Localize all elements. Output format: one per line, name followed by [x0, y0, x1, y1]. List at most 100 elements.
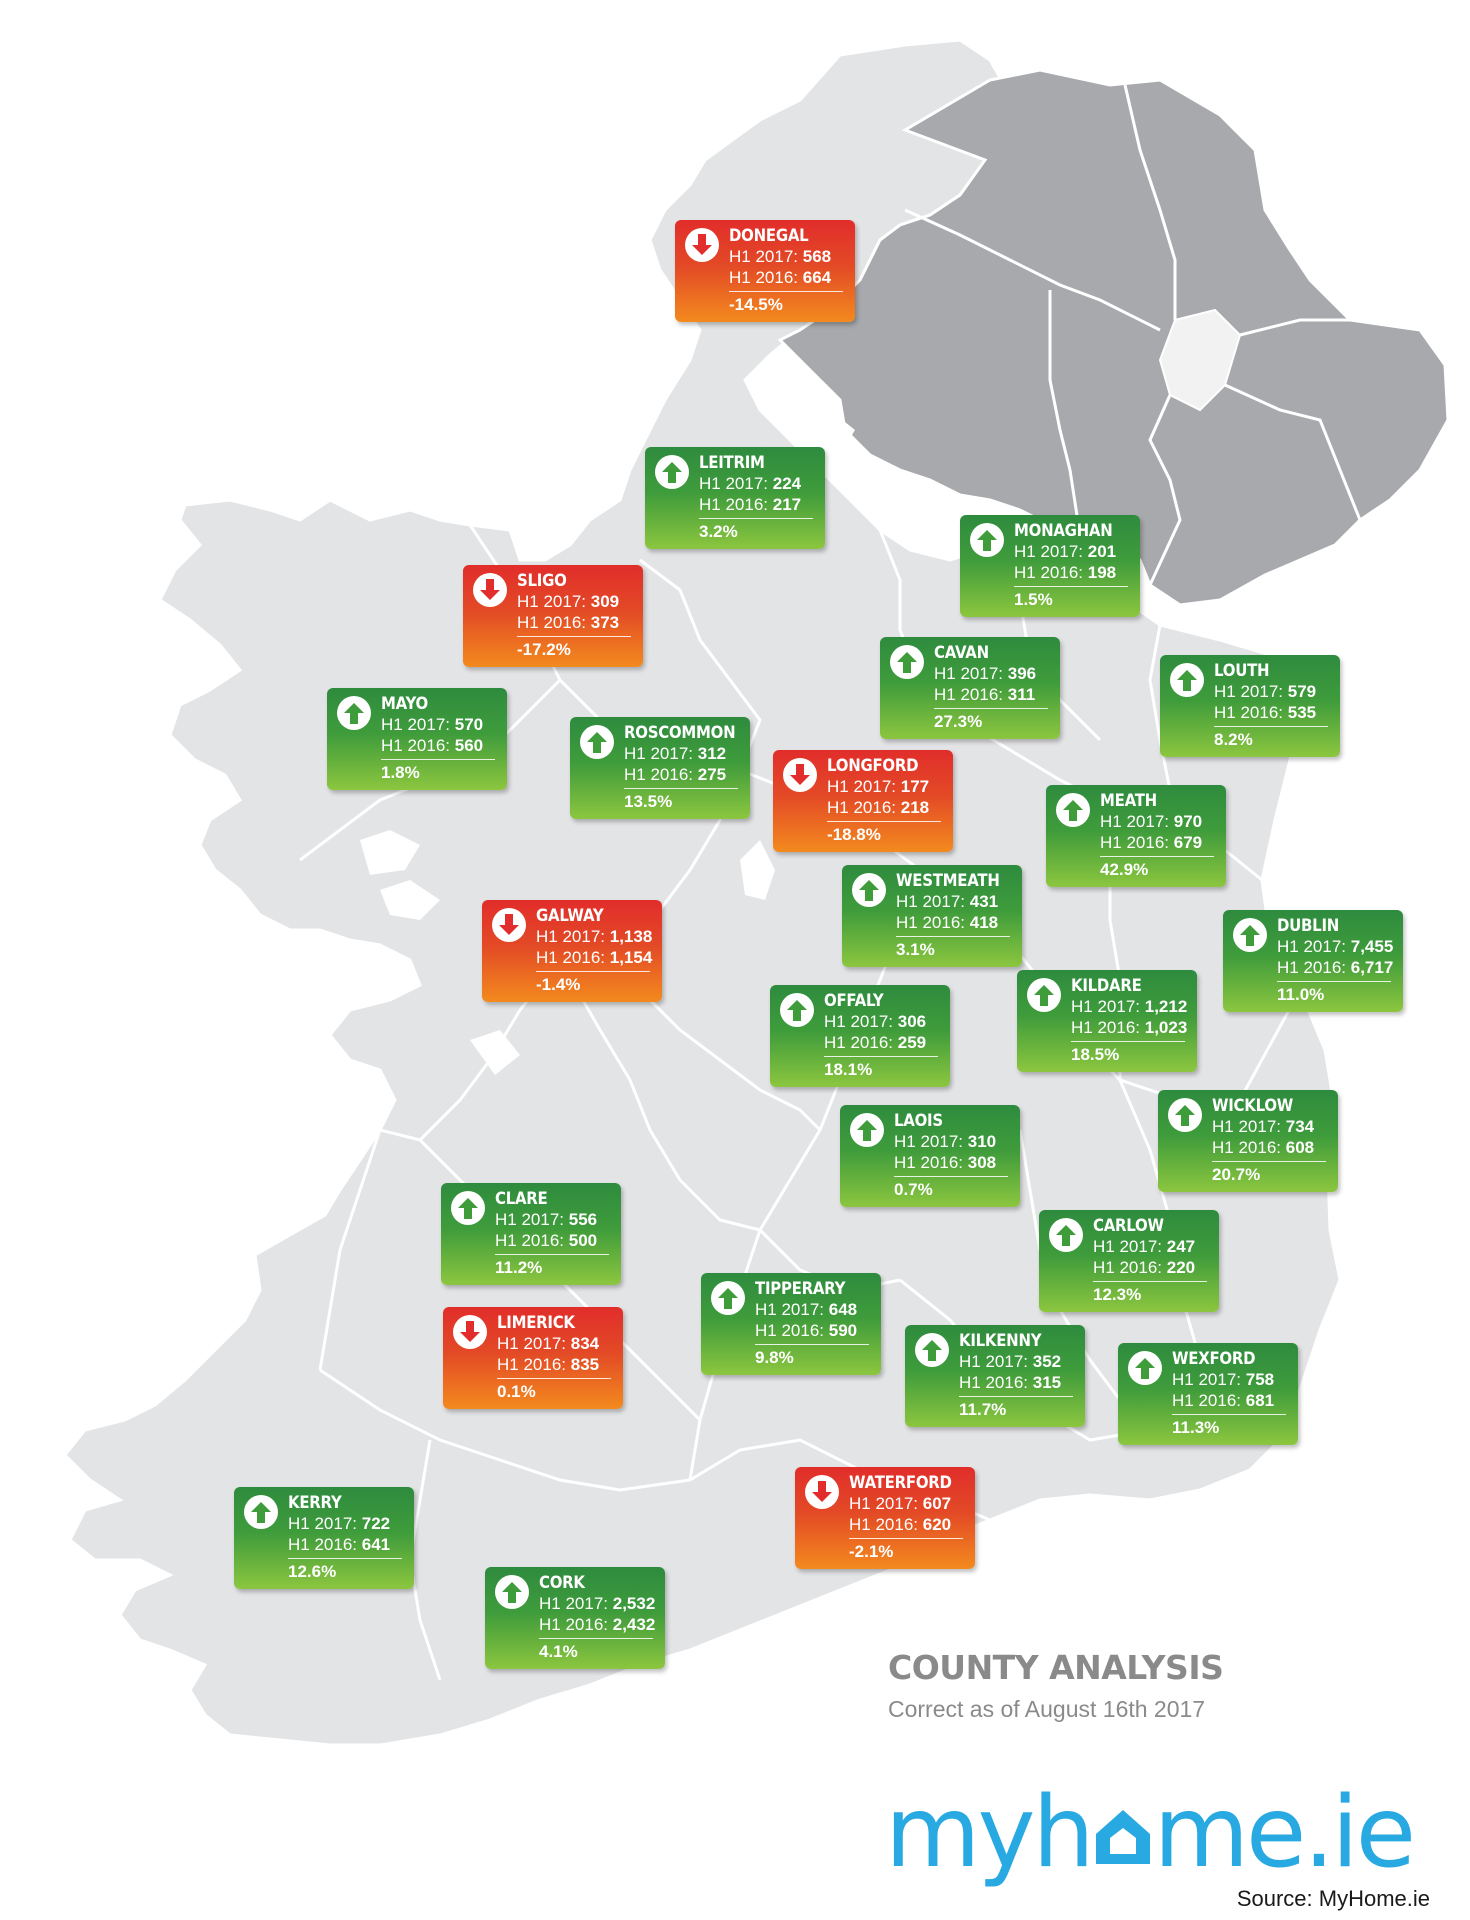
change-percent: 12.3%	[1093, 1285, 1142, 1304]
county-name: MAYO	[381, 694, 428, 714]
change-percent: 18.5%	[1071, 1045, 1120, 1064]
h1-2017-row: H1 2017: 312	[624, 743, 742, 764]
h1-2016-row: H1 2016: 535	[1214, 702, 1332, 723]
h1-2016-value: 535	[1287, 703, 1317, 722]
brand-logo-part2: me.ie	[1153, 1776, 1416, 1890]
h1-2017-label: H1 2017:	[699, 474, 768, 493]
change-percent: 8.2%	[1214, 730, 1253, 749]
h1-2016-row: H1 2016: 835	[497, 1354, 615, 1375]
h1-2017-label: H1 2017:	[824, 1012, 893, 1031]
h1-2016-row: H1 2016: 590	[755, 1320, 873, 1341]
h1-2017-label: H1 2017:	[495, 1210, 564, 1229]
change-percent: 1.5%	[1014, 590, 1053, 609]
county-card-waterford: WATERFORD H1 2017: 607 H1 2016: 620 -2.1…	[795, 1467, 975, 1569]
h1-2017-value: 722	[361, 1514, 391, 1533]
h1-2017-value: 306	[897, 1012, 927, 1031]
h1-2017-row: H1 2017: 310	[894, 1131, 1012, 1152]
h1-2016-row: H1 2016: 1,154	[536, 947, 654, 968]
republic-of-ireland-land	[62, 38, 1342, 1747]
divider	[959, 1396, 1073, 1397]
arrow-down-icon	[805, 1475, 839, 1509]
h1-2017-label: H1 2017:	[755, 1300, 824, 1319]
divider	[896, 936, 1010, 937]
divider	[827, 821, 941, 822]
county-card-westmeath: WESTMEATH H1 2017: 431 H1 2016: 418 3.1%	[842, 865, 1022, 967]
brand-logo: myh me.ie	[885, 1778, 1437, 1888]
h1-2016-value: 620	[922, 1515, 952, 1534]
h1-2016-label: H1 2016:	[381, 736, 450, 755]
divider	[729, 291, 843, 292]
divider	[1093, 1281, 1207, 1282]
h1-2016-row: H1 2016: 641	[288, 1534, 406, 1555]
h1-2017-value: 570	[454, 715, 484, 734]
h1-2016-label: H1 2016:	[1014, 563, 1083, 582]
county-name: KILKENNY	[959, 1331, 1042, 1351]
county-card-clare: CLARE H1 2017: 556 H1 2016: 500 11.2%	[441, 1183, 621, 1285]
h1-2017-value: 834	[570, 1334, 600, 1353]
arrow-up-icon	[337, 696, 371, 730]
h1-2017-label: H1 2017:	[959, 1352, 1028, 1371]
northern-ireland-land	[777, 68, 1450, 607]
county-name: CARLOW	[1093, 1216, 1164, 1236]
h1-2016-value: 2,432	[612, 1615, 656, 1634]
county-name: TIPPERARY	[755, 1279, 846, 1299]
h1-2017-value: 431	[969, 892, 999, 911]
divider	[1014, 586, 1128, 587]
arrow-up-icon	[580, 725, 614, 759]
divider	[1071, 1041, 1185, 1042]
change-percent: 3.2%	[699, 522, 738, 541]
h1-2016-value: 311	[1007, 685, 1036, 704]
h1-2016-value: 500	[568, 1231, 598, 1250]
h1-2017-row: H1 2017: 758	[1172, 1369, 1290, 1390]
h1-2016-label: H1 2016:	[729, 268, 798, 287]
h1-2017-row: H1 2017: 306	[824, 1011, 942, 1032]
h1-2016-row: H1 2016: 218	[827, 797, 945, 818]
h1-2016-row: H1 2016: 500	[495, 1230, 613, 1251]
h1-2016-row: H1 2016: 664	[729, 267, 847, 288]
h1-2016-row: H1 2016: 275	[624, 764, 742, 785]
h1-2017-value: 224	[772, 474, 802, 493]
h1-2017-value: 758	[1245, 1370, 1275, 1389]
h1-2016-row: H1 2016: 2,432	[539, 1614, 657, 1635]
county-name: CLARE	[495, 1189, 548, 1209]
h1-2017-label: H1 2017:	[827, 777, 896, 796]
h1-2016-row: H1 2016: 681	[1172, 1390, 1290, 1411]
county-name: WESTMEATH	[896, 871, 1000, 891]
h1-2016-row: H1 2016: 373	[517, 612, 635, 633]
h1-2016-row: H1 2016: 217	[699, 494, 817, 515]
h1-2016-row: H1 2016: 315	[959, 1372, 1077, 1393]
h1-2016-label: H1 2016:	[288, 1535, 357, 1554]
county-card-kilkenny: KILKENNY H1 2017: 352 H1 2016: 315 11.7%	[905, 1325, 1085, 1427]
h1-2017-label: H1 2017:	[624, 744, 693, 763]
county-card-kerry: KERRY H1 2017: 722 H1 2016: 641 12.6%	[234, 1487, 414, 1589]
h1-2017-row: H1 2017: 396	[934, 663, 1052, 684]
h1-2017-value: 177	[900, 777, 930, 796]
h1-2017-row: H1 2017: 247	[1093, 1236, 1211, 1257]
h1-2017-label: H1 2017:	[1172, 1370, 1241, 1389]
change-percent: -18.8%	[827, 825, 881, 844]
h1-2017-value: 1,138	[609, 927, 653, 946]
arrow-down-icon	[783, 758, 817, 792]
arrow-up-icon	[495, 1575, 529, 1609]
change-percent: 42.9%	[1100, 860, 1149, 879]
change-percent: 0.1%	[497, 1382, 536, 1401]
h1-2016-label: H1 2016:	[1100, 833, 1169, 852]
h1-2016-row: H1 2016: 679	[1100, 832, 1218, 853]
county-name: WEXFORD	[1172, 1349, 1256, 1369]
h1-2017-value: 648	[828, 1300, 858, 1319]
arrow-down-icon	[492, 908, 526, 942]
h1-2017-value: 247	[1166, 1237, 1196, 1256]
lough-neagh	[1158, 308, 1242, 412]
h1-2016-row: H1 2016: 620	[849, 1514, 967, 1535]
h1-2016-label: H1 2016:	[1277, 958, 1346, 977]
h1-2017-label: H1 2017:	[849, 1494, 918, 1513]
arrow-up-icon	[890, 645, 924, 679]
h1-2017-row: H1 2017: 970	[1100, 811, 1218, 832]
h1-2016-row: H1 2016: 198	[1014, 562, 1132, 583]
h1-2017-value: 312	[697, 744, 727, 763]
arrow-up-icon	[1027, 978, 1061, 1012]
county-name: KILDARE	[1071, 976, 1142, 996]
h1-2017-row: H1 2017: 734	[1212, 1116, 1330, 1137]
h1-2016-row: H1 2016: 1,023	[1071, 1017, 1189, 1038]
h1-2017-value: 396	[1007, 664, 1037, 683]
